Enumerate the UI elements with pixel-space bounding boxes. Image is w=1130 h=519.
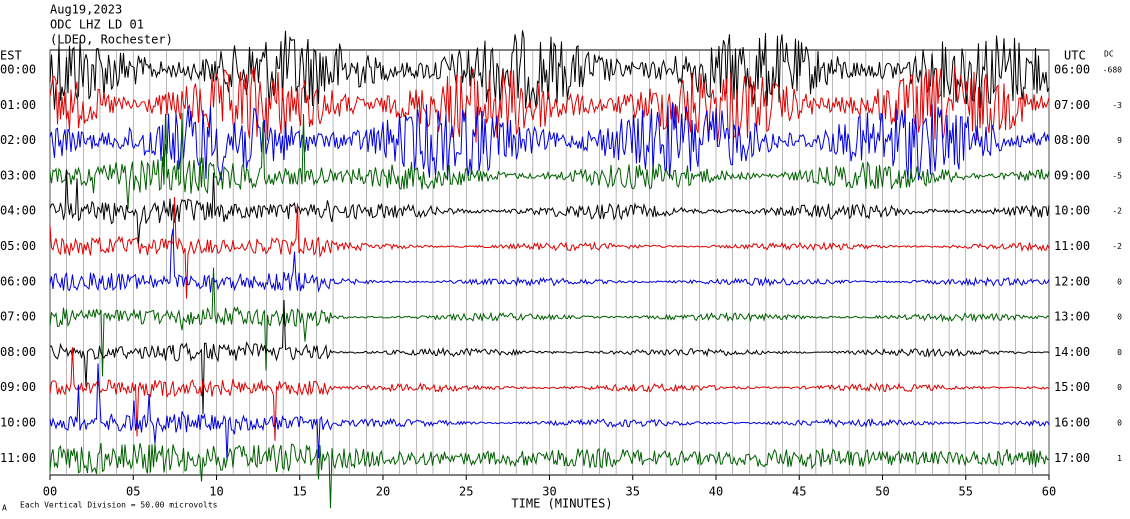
header-line: Aug19,2023 — [50, 3, 122, 17]
dc-value: 0 — [1117, 419, 1122, 428]
dc-value: 0 — [1117, 313, 1122, 322]
x-tick-label: 05 — [126, 485, 140, 499]
trace — [49, 347, 1050, 441]
utc-label: 13:00 — [1054, 310, 1090, 324]
utc-label: 15:00 — [1054, 380, 1090, 394]
dc-value: -3 — [1112, 101, 1122, 110]
est-label: 00:00 — [0, 63, 36, 77]
dc-value: -680 — [1103, 66, 1122, 75]
traces — [49, 30, 1050, 509]
est-label: 01:00 — [0, 98, 36, 112]
utc-label: 10:00 — [1054, 204, 1090, 218]
footer: Each Vertical Division = 50.00 microvolt… — [20, 501, 218, 510]
trace — [49, 267, 1050, 377]
trace — [49, 228, 1050, 293]
utc-label: 17:00 — [1054, 451, 1090, 465]
trace — [49, 30, 1050, 110]
utc-label: 14:00 — [1054, 345, 1090, 359]
x-tick-label: 50 — [875, 485, 889, 499]
dc-value: -5 — [1112, 171, 1122, 180]
x-tick-label: 00 — [43, 485, 57, 499]
x-tick-label: 40 — [709, 485, 723, 499]
x-tick-label: 15 — [293, 485, 307, 499]
right-zone: UTC — [1064, 49, 1086, 63]
footer-corner: A — [2, 504, 7, 513]
dc-value: 9 — [1117, 136, 1122, 145]
utc-label: 06:00 — [1054, 63, 1090, 77]
trace — [49, 103, 1050, 181]
est-label: 07:00 — [0, 310, 36, 324]
header-line: (LDEO, Rochester) — [50, 33, 173, 47]
trace — [49, 66, 1050, 143]
minute-grid — [49, 50, 1050, 475]
trace — [49, 442, 1050, 509]
est-label: 11:00 — [0, 451, 36, 465]
x-tick-label: 30 — [542, 485, 556, 499]
dc-value: 0 — [1117, 383, 1122, 392]
trace — [49, 169, 1050, 245]
trace — [49, 112, 1050, 209]
utc-label: 11:00 — [1054, 239, 1090, 253]
x-axis-label: TIME (MINUTES) — [511, 497, 612, 511]
trace — [49, 196, 1050, 299]
est-label: 10:00 — [0, 416, 36, 430]
dc-value: 0 — [1117, 277, 1122, 286]
est-label: 06:00 — [0, 274, 36, 288]
dc-value: 0 — [1117, 348, 1122, 357]
x-tick-label: 10 — [209, 485, 223, 499]
x-tick-label: 35 — [626, 485, 640, 499]
est-label: 09:00 — [0, 380, 36, 394]
utc-label: 09:00 — [1054, 168, 1090, 182]
est-label: 05:00 — [0, 239, 36, 253]
dc-value: 1 — [1117, 454, 1122, 463]
utc-label: 07:00 — [1054, 98, 1090, 112]
est-label: 03:00 — [0, 168, 36, 182]
est-label: 04:00 — [0, 204, 36, 218]
x-tick-label: 45 — [792, 485, 806, 499]
x-tick-label: 60 — [1042, 485, 1056, 499]
utc-label: 16:00 — [1054, 416, 1090, 430]
x-tick-label: 25 — [459, 485, 473, 499]
x-tick-label: 20 — [376, 485, 390, 499]
utc-label: 08:00 — [1054, 133, 1090, 147]
est-label: 02:00 — [0, 133, 36, 147]
trace — [49, 363, 1050, 462]
dc-value: -2 — [1112, 207, 1122, 216]
x-tick-label: 55 — [959, 485, 973, 499]
est-label: 08:00 — [0, 345, 36, 359]
trace — [49, 299, 1050, 415]
header-line: ODC LHZ LD 01 — [50, 18, 144, 32]
utc-label: 12:00 — [1054, 274, 1090, 288]
left-zone: EST — [0, 49, 22, 63]
dc-label: DC — [1104, 50, 1114, 59]
dc-value: -2 — [1112, 242, 1122, 251]
